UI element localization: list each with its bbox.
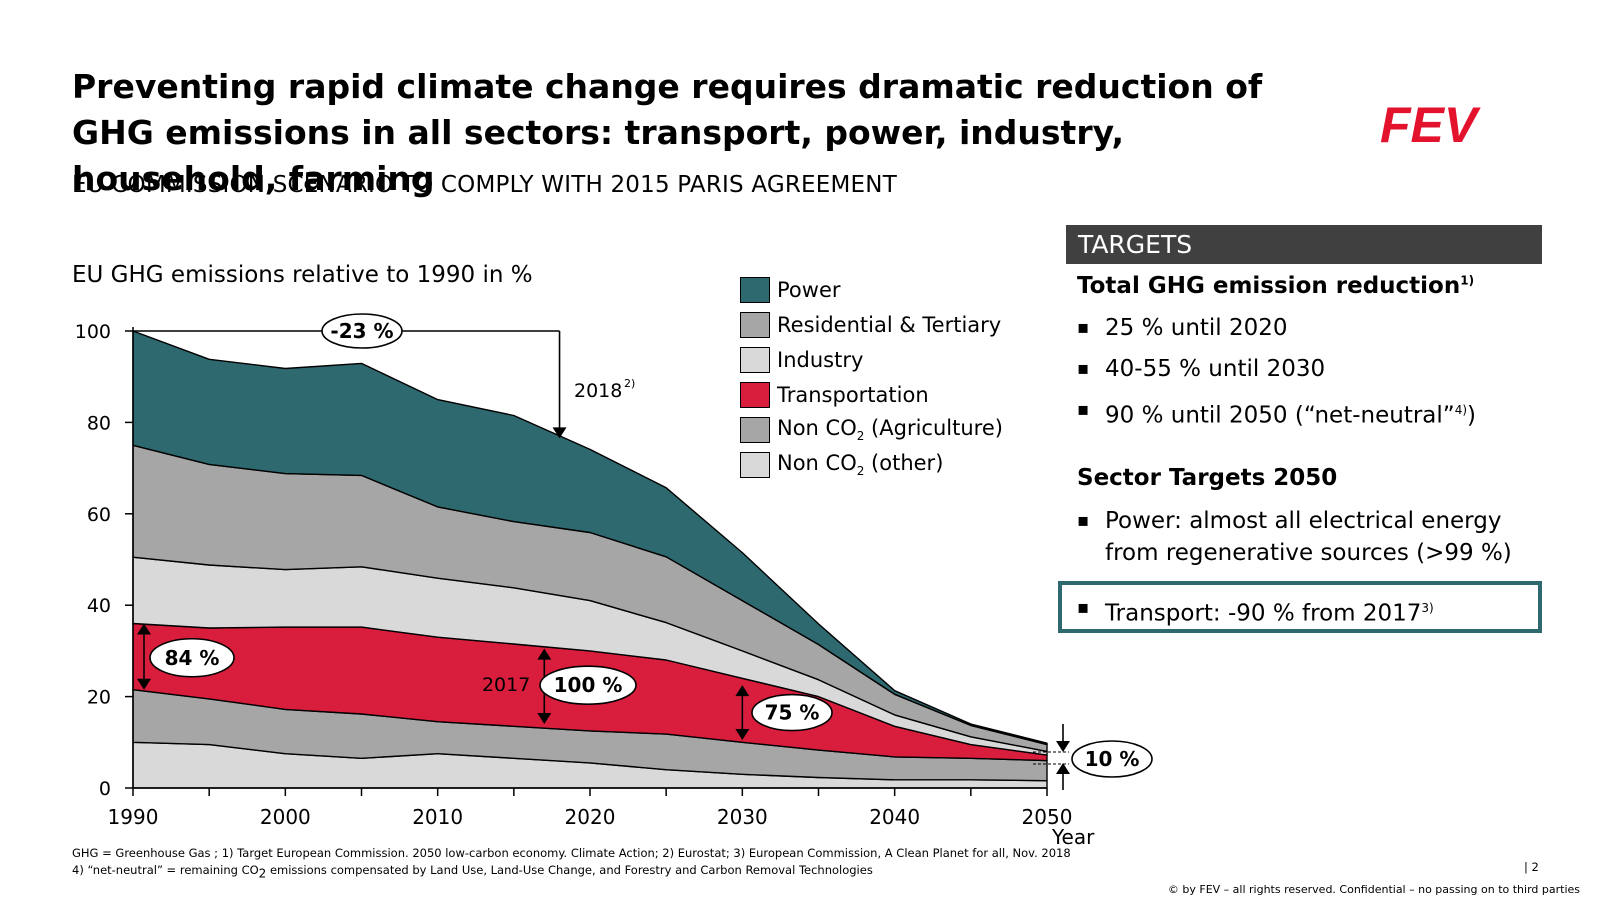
legend-item: Non CO2 (other): [740, 447, 1003, 482]
y-tick-label: 0: [99, 778, 111, 800]
y-tick-label: 40: [87, 595, 111, 617]
legend-label: Non CO2 (other): [777, 450, 944, 479]
target-2030: 40-55 % until 2030: [1077, 353, 1325, 385]
label-minus-23-oval: [321, 313, 403, 349]
y-tick-label: 80: [87, 412, 111, 434]
footnote-sources: GHG = Greenhouse Gas ; 1) Target Europea…: [72, 846, 1071, 860]
arrow-head: [537, 648, 552, 660]
label-75-oval: [751, 693, 833, 732]
label-100-oval: [539, 665, 637, 705]
slide-subtitle: EU COMMISSION SCENARIO TO COMPLY WITH 20…: [72, 172, 897, 198]
x-tick-label: 2000: [260, 805, 311, 829]
label-10: 10 %: [1085, 747, 1140, 771]
x-axis-label: Year: [1051, 825, 1095, 849]
legend-item: Industry: [740, 342, 1003, 377]
legend-label: Power: [777, 277, 841, 302]
legend-label: Transportation: [777, 382, 929, 407]
arrow-head: [537, 713, 552, 725]
legend-swatch: [740, 276, 770, 303]
legend-label: Industry: [777, 347, 864, 372]
legend-swatch: [740, 416, 770, 443]
legend-swatch: [740, 311, 770, 338]
fev-logo-text: FEV: [1380, 98, 1481, 150]
arrow-head: [1056, 763, 1070, 774]
label-84: 84 %: [165, 646, 220, 670]
legend-item: Power: [740, 272, 1003, 307]
legend-label: Residential & Tertiary: [777, 312, 1002, 337]
arrow-head: [1056, 741, 1070, 752]
transport-highlight-box: [1058, 581, 1542, 633]
label-minus-23: -23 %: [330, 319, 393, 343]
total-reduction-heading: Total GHG emission reduction1): [1077, 273, 1475, 299]
y-tick-label: 100: [75, 321, 111, 343]
x-tick-label: 1990: [108, 805, 159, 829]
legend-swatch: [740, 346, 770, 373]
x-tick-label: 2010: [412, 805, 463, 829]
sector-targets-heading: Sector Targets 2050: [1077, 465, 1338, 491]
legend-swatch: [740, 381, 770, 408]
chart-legend: Power Residential & Tertiary Industry Trans…: [740, 272, 1003, 482]
arrow-head: [137, 678, 151, 690]
label-75: 75 %: [765, 701, 820, 725]
legend-item: Residential & Tertiary: [740, 307, 1003, 342]
arrow-head: [552, 427, 567, 439]
label-100: 100 %: [554, 673, 623, 697]
targets-header: TARGETS: [1066, 225, 1542, 264]
x-tick-label: 2030: [717, 805, 768, 829]
arrow-head: [735, 685, 750, 697]
fev-logo: FEV: [1380, 98, 1481, 150]
copyright: © by FEV – all rights reserved. Confiden…: [1167, 883, 1580, 896]
legend-item: Non CO2 (Agriculture): [740, 412, 1003, 447]
area-series: [132, 330, 1048, 746]
slide-title: Preventing rapid climate change requires…: [72, 67, 1263, 198]
label-84-oval: [149, 637, 235, 678]
y-tick-label: 20: [87, 687, 111, 709]
target-transport: Transport: -90 % from 20173): [1077, 592, 1434, 630]
label-2017: 2017: [482, 674, 530, 696]
legend-swatch: [740, 451, 770, 478]
target-2050: 90 % until 2050 (“net-neutral”4)): [1077, 394, 1476, 432]
chart-title: EU GHG emissions relative to 1990 in %: [72, 262, 533, 288]
footnote-net-neutral: 4) “net-neutral” = remaining CO2 emissio…: [72, 863, 873, 881]
x-tick-label: 2040: [869, 805, 920, 829]
x-tick-label: 2020: [565, 805, 616, 829]
label-2018: 2018: [574, 380, 622, 402]
arrow-head: [137, 623, 151, 635]
y-tick-label: 60: [87, 504, 111, 526]
arrow-head: [735, 729, 750, 741]
legend-item: Transportation: [740, 377, 1003, 412]
label-10-oval: [1071, 740, 1153, 778]
target-2020: 25 % until 2020: [1077, 312, 1288, 344]
target-power: Power: almost all electrical energyfrom …: [1077, 505, 1512, 569]
x-tick-label: 2050: [1022, 805, 1073, 829]
label-2018-footnote: 2): [624, 377, 635, 390]
legend-label: Non CO2 (Agriculture): [777, 415, 1003, 444]
page-number: | 2: [1524, 860, 1539, 874]
